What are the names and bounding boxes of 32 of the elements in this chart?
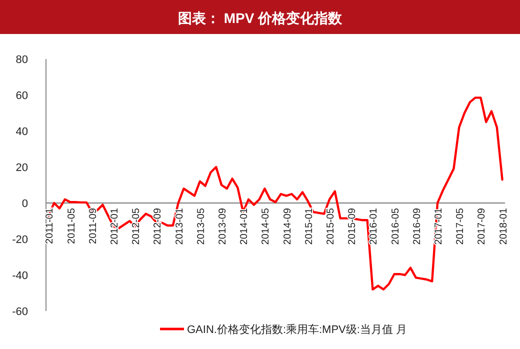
x-tick-label: 2017-09 — [476, 208, 488, 245]
x-tick-label: 2014-09 — [282, 208, 294, 245]
x-tick-label: 2013-09 — [218, 208, 228, 245]
y-tick-label: 60 — [16, 90, 28, 102]
y-tick-label: 80 — [16, 54, 28, 66]
x-tick-label: 2011-05 — [66, 208, 78, 244]
x-tick-label: 2015-09 — [347, 208, 358, 245]
x-tick-label: 2015-01 — [304, 208, 315, 245]
x-tick-label: 2016-09 — [412, 208, 423, 245]
x-tick-label: 2013-05 — [196, 208, 207, 245]
x-tick-label: 2016-05 — [390, 208, 402, 245]
legend-label: GAIN.价格变化指数:乘用车:MPV级:当月值 月 — [187, 323, 408, 336]
x-tick-label: 2011-01 — [44, 208, 56, 244]
x-tick-label: 2014-01 — [239, 208, 250, 245]
y-tick-label: 20 — [16, 162, 28, 174]
x-tick-label: 2018-01 — [498, 208, 510, 245]
x-tick-label: 2015-05 — [326, 208, 336, 245]
x-tick-label: 2012-01 — [110, 208, 120, 245]
x-tick-label: 2012-05 — [131, 208, 142, 245]
y-tick-label: -40 — [12, 270, 28, 282]
x-tick-label: 2016-01 — [368, 208, 380, 245]
y-tick-label: -60 — [12, 306, 28, 318]
x-tick-label: 2017-05 — [455, 208, 466, 245]
x-tick-label: 2014-05 — [260, 208, 272, 245]
y-tick-label: -20 — [12, 234, 28, 246]
x-tick-label: 2011-09 — [88, 208, 99, 244]
y-tick-label: 0 — [22, 198, 28, 210]
y-tick-label: 40 — [16, 126, 28, 138]
x-tick-label: 2012-09 — [152, 208, 164, 245]
chart-title: 图表： MPV 价格变化指数 — [178, 10, 344, 26]
x-tick-label: 2017-01 — [434, 208, 444, 245]
x-tick-label: 2013-01 — [174, 208, 186, 245]
